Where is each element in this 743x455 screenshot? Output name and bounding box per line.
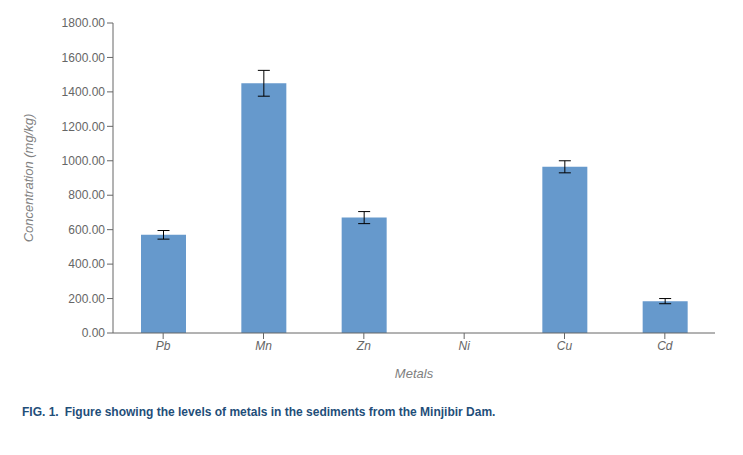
- svg-text:1600.00: 1600.00: [62, 51, 106, 65]
- svg-text:Pb: Pb: [156, 339, 171, 353]
- svg-text:0.00: 0.00: [82, 326, 106, 340]
- svg-text:600.00: 600.00: [68, 223, 105, 237]
- svg-text:400.00: 400.00: [68, 257, 105, 271]
- html-text:Figure showing the levels of m: Figure showing the levels of metals in t…: [64, 405, 496, 419]
- svg-text:800.00: 800.00: [68, 188, 105, 202]
- svg-text:Cd: Cd: [657, 339, 673, 353]
- svg-text:200.00: 200.00: [68, 292, 105, 306]
- svg-text:Mn: Mn: [255, 339, 272, 353]
- svg-text:Metals: Metals: [395, 366, 434, 381]
- svg-text:1200.00: 1200.00: [62, 120, 106, 134]
- svg-text:1000.00: 1000.00: [62, 154, 106, 168]
- svg-text:1400.00: 1400.00: [62, 85, 106, 99]
- svg-text:Zn: Zn: [356, 339, 371, 353]
- svg-text:Concentration (mg/kg): Concentration (mg/kg): [21, 114, 36, 243]
- svg-text:1800.00: 1800.00: [62, 16, 106, 30]
- svg-text:Cu: Cu: [557, 339, 573, 353]
- svg-text:Ni: Ni: [458, 339, 470, 353]
- html-text:FIG. 1.: FIG. 1.: [22, 405, 59, 419]
